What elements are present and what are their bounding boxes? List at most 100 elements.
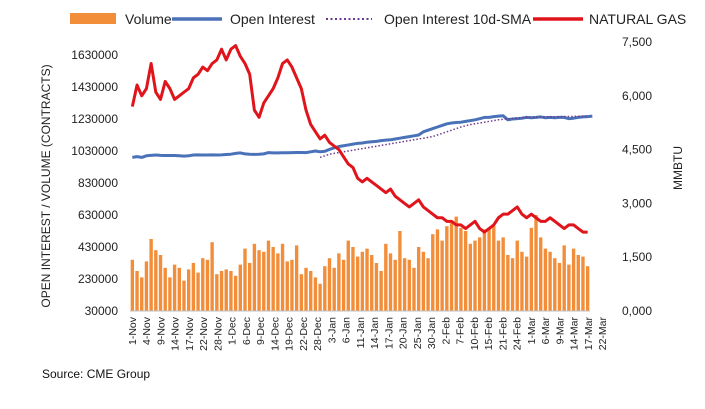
volume-bar — [468, 243, 472, 311]
x-tick-label: 10-Feb — [469, 317, 481, 350]
volume-bar — [543, 248, 548, 311]
volume-bar — [393, 259, 397, 311]
volume-bar — [506, 255, 510, 311]
x-tick-label: 9-Nov — [155, 316, 167, 345]
axes: 1630000 1430000 1230000 1030000 830000 630000… — [71, 35, 652, 351]
volume-bar — [515, 240, 519, 311]
volume-bar — [168, 277, 172, 311]
volume-bar — [248, 263, 252, 311]
y-right-tick-label: 6,000 — [622, 89, 652, 103]
volume-bar — [318, 283, 322, 311]
volume-bar — [440, 240, 444, 311]
volume-bar — [534, 215, 538, 311]
volume-bar — [140, 277, 144, 311]
volume-bar — [562, 245, 566, 311]
volume-bar — [571, 248, 576, 311]
volume-bar — [201, 258, 205, 311]
volume-bar — [351, 247, 355, 311]
series-lines — [130, 44, 593, 234]
volume-bar — [585, 266, 590, 311]
y-right-tick-label: 7,500 — [622, 35, 652, 49]
volume-bar — [548, 251, 552, 311]
volume-bar — [370, 255, 374, 311]
y-left-tick-label: 430000 — [78, 240, 118, 254]
x-tick-label: 3-Jan — [326, 317, 338, 343]
volume-bar — [567, 264, 571, 311]
volume-bar — [374, 263, 379, 311]
volume-bar — [327, 258, 332, 311]
volume-bars — [130, 215, 590, 311]
volume-bar — [280, 243, 285, 311]
volume-bar — [337, 253, 341, 311]
volume-bar — [426, 258, 430, 311]
volume-bar — [421, 251, 426, 311]
legend-label: Volume — [125, 11, 172, 27]
x-tick-label: 28-Nov — [212, 316, 224, 351]
volume-bar — [449, 223, 454, 311]
x-tick-label: 24-Feb — [512, 317, 524, 350]
volume-bar — [299, 274, 304, 311]
volume-bar — [257, 250, 261, 311]
volume-bar — [177, 267, 181, 311]
y-left-tick-label: 630000 — [78, 208, 118, 222]
natural-gas-line — [130, 44, 588, 234]
x-tick-label: 6-Mar — [540, 316, 552, 344]
volume-bar — [496, 240, 501, 311]
volume-bar — [553, 258, 557, 311]
open-interest-sma-line — [319, 115, 588, 159]
y-left-tick-label: 230000 — [78, 272, 118, 286]
x-tick-label: 28-Dec — [312, 317, 324, 351]
volume-bar — [243, 248, 247, 311]
volume-bar — [172, 264, 177, 311]
y-left-tick-label: 1230000 — [71, 112, 118, 126]
x-tick-label: 1-Mar — [526, 316, 538, 344]
volume-bar — [262, 251, 266, 311]
volume-bar — [557, 263, 562, 311]
x-tick-label: 9-Mar — [554, 316, 566, 344]
open-interest-line — [132, 114, 593, 159]
x-tick-label: 14-Mar — [569, 317, 581, 351]
volume-bar — [182, 280, 186, 311]
volume-bar — [276, 253, 280, 311]
legend: Volume Open Interest Open Interest 10d-SMA… — [70, 11, 686, 27]
legend-label: NATURAL GAS — [589, 11, 686, 27]
volume-bar — [510, 258, 515, 311]
volume-bar — [304, 267, 308, 311]
volume-bar — [416, 247, 421, 311]
volume-bar — [224, 269, 228, 311]
volume-bar — [360, 251, 365, 311]
y-left-tick-label: 1030000 — [71, 144, 118, 158]
volume-bar — [379, 271, 383, 311]
volume-bar — [154, 250, 158, 311]
volume-bar — [341, 259, 346, 311]
y-right-tick-label: 1,500 — [622, 250, 652, 264]
volume-bar — [294, 245, 299, 311]
y-left-tick-label: 1430000 — [71, 80, 118, 94]
volume-bar — [238, 264, 242, 311]
x-tick-label: 6-Dec — [241, 317, 253, 345]
x-tick-label: 21-Feb — [497, 317, 509, 350]
volume-bar — [332, 267, 336, 311]
x-tick-label: 22-Nov — [198, 316, 210, 351]
volume-bar — [454, 216, 458, 311]
volume-bar — [463, 231, 468, 311]
volume-bar — [478, 237, 482, 311]
volume-bar — [365, 248, 369, 311]
volume-bar — [539, 237, 543, 311]
x-tick-label: 25-Jan — [412, 317, 424, 349]
volume-bar — [501, 237, 505, 311]
volume-bar — [576, 255, 580, 311]
volume-bar — [233, 275, 238, 311]
x-tick-label: 22-Dec — [298, 317, 310, 351]
volume-bar — [482, 229, 487, 311]
volume-bar — [186, 269, 191, 311]
y-left-tick-label: 30000 — [85, 304, 119, 318]
volume-bar — [191, 263, 196, 311]
volume-bar — [205, 259, 210, 311]
volume-bar — [487, 229, 491, 311]
volume-bar — [524, 256, 529, 311]
volume-bar — [473, 240, 477, 311]
legend-label: Open Interest — [230, 11, 315, 27]
volume-bar — [149, 239, 153, 311]
volume-bar — [158, 255, 163, 311]
